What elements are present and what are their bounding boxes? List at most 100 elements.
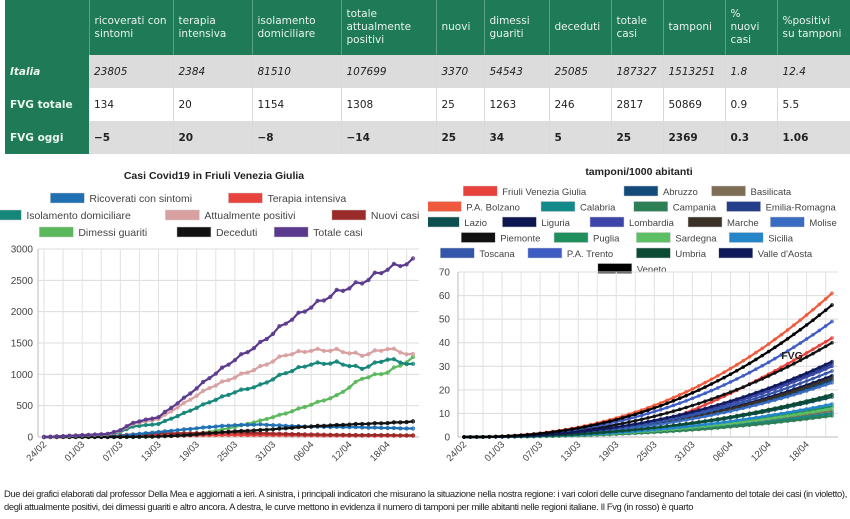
legend-item-sardegna: Sardegna	[636, 232, 717, 245]
data-point	[779, 396, 784, 401]
data-point	[715, 426, 720, 430]
data-point	[633, 412, 638, 417]
data-point	[226, 392, 231, 397]
legend-label: Basilicata	[751, 187, 792, 198]
data-point	[773, 420, 777, 425]
data-point	[296, 425, 301, 430]
data-point	[302, 404, 307, 410]
data-point	[175, 433, 180, 438]
header-cell: tamponi	[663, 0, 726, 55]
data-point	[143, 431, 148, 436]
data-point	[188, 408, 193, 413]
data-point	[817, 369, 822, 374]
data-point	[251, 385, 256, 390]
data-point	[283, 426, 288, 431]
data-point	[175, 405, 180, 410]
data-point	[188, 391, 193, 396]
data-point	[239, 371, 244, 376]
data-point	[557, 429, 562, 433]
data-point	[665, 424, 669, 429]
data-point	[677, 401, 682, 406]
data-point	[213, 424, 218, 429]
data-point	[696, 401, 701, 406]
data-point	[207, 386, 212, 391]
data-point	[328, 396, 333, 401]
data-point	[608, 419, 612, 424]
data-point	[239, 387, 244, 392]
data-point	[360, 433, 365, 438]
data-point	[830, 303, 834, 307]
data-point	[779, 381, 784, 386]
legend-swatch	[331, 209, 367, 221]
data-point	[188, 426, 193, 432]
legend-item-valle-d-aosta: Valle d'Aosta	[718, 247, 813, 260]
data-point	[811, 347, 815, 352]
data-point	[372, 421, 377, 426]
data-point	[754, 379, 758, 384]
data-point	[639, 427, 644, 431]
data-point	[627, 420, 631, 424]
x-tick-label: 25/03	[635, 439, 660, 464]
data-point	[124, 424, 129, 429]
data-point	[270, 423, 276, 428]
data-point	[773, 412, 777, 417]
data-point	[334, 287, 339, 292]
swabs-per-1000-chart: tamponi/1000 abitanti Friuli Venezia Giul…	[425, 162, 850, 484]
data-point	[506, 434, 511, 438]
header-cell	[5, 0, 90, 55]
data-point	[804, 399, 809, 403]
data-point	[232, 423, 237, 428]
y-tick-label: 3000	[11, 245, 34, 256]
data-point	[404, 426, 409, 431]
data-point	[773, 383, 777, 388]
data-point	[143, 434, 148, 439]
data-point	[639, 410, 644, 415]
data-point	[696, 388, 701, 392]
data-point	[792, 345, 796, 350]
data-point	[334, 432, 339, 437]
data-point	[703, 410, 707, 414]
data-point	[290, 432, 295, 437]
data-point	[741, 412, 746, 417]
data-point	[474, 435, 479, 439]
data-point	[283, 431, 288, 437]
table-cell: 2369	[663, 121, 726, 154]
data-point	[703, 406, 707, 411]
legend-item-umbria: Umbria	[636, 247, 707, 260]
legend-swatch	[273, 226, 309, 238]
data-point	[245, 370, 250, 375]
data-point	[372, 270, 377, 275]
data-point	[811, 410, 815, 414]
data-point	[576, 426, 581, 430]
data-point	[347, 432, 352, 438]
data-point	[728, 372, 733, 377]
data-point	[360, 376, 365, 381]
table-cell: 25	[436, 88, 485, 121]
data-point	[646, 408, 650, 413]
data-point	[754, 422, 758, 427]
data-point	[264, 336, 269, 342]
data-point	[340, 422, 346, 428]
data-point	[239, 352, 244, 357]
data-point	[715, 417, 720, 421]
data-point	[779, 420, 784, 424]
data-point	[823, 414, 828, 419]
data-point	[823, 371, 828, 376]
data-point	[188, 397, 193, 402]
data-point	[722, 383, 726, 387]
data-point	[627, 428, 631, 433]
legend-label: Puglia	[593, 234, 620, 245]
data-point	[290, 352, 295, 357]
data-point	[226, 423, 231, 428]
data-point	[747, 382, 752, 387]
data-point	[462, 435, 466, 439]
data-point	[302, 309, 307, 314]
data-point	[296, 406, 301, 411]
data-point	[734, 401, 739, 406]
legend-swatch	[0, 209, 22, 221]
data-point	[766, 407, 771, 412]
data-point	[798, 387, 803, 391]
data-point	[404, 433, 409, 438]
legend-swatch	[425, 216, 460, 228]
data-point	[328, 361, 333, 366]
